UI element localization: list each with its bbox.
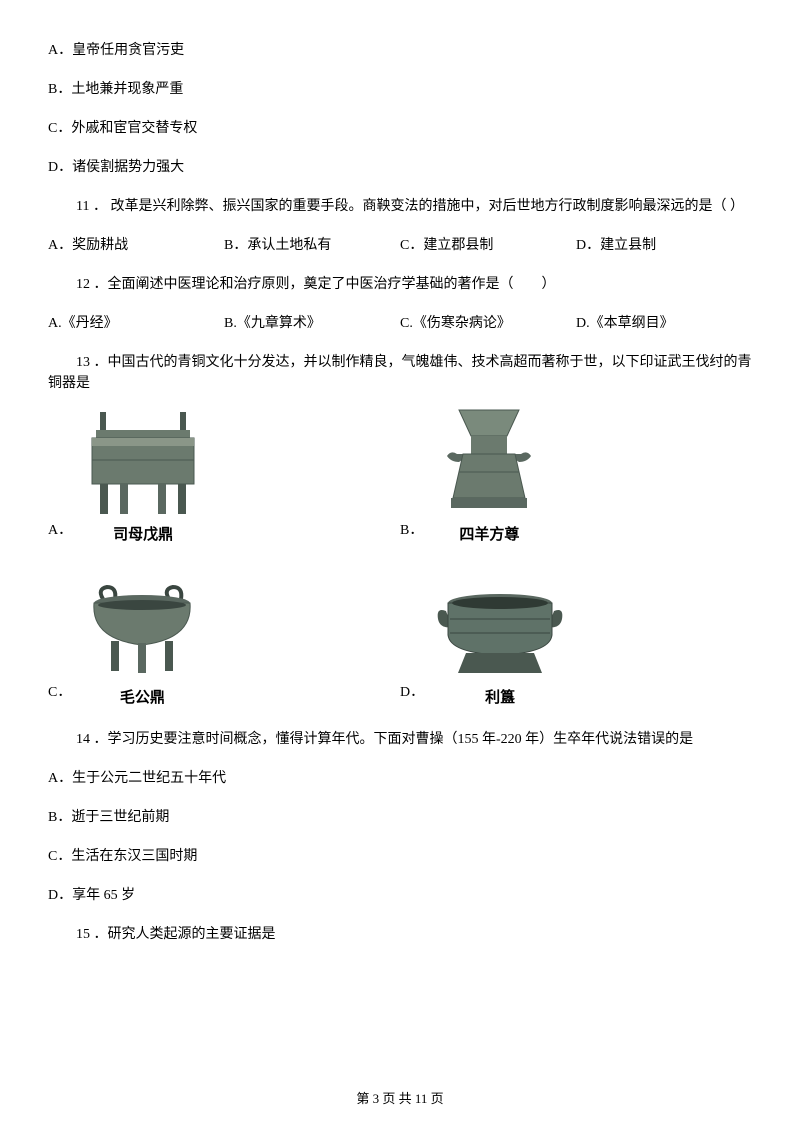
q10-option-a: A．皇帝任用贪官污吏 xyxy=(48,40,752,61)
q12-option-d: D.《本草纲目》 xyxy=(576,313,752,334)
q11-option-c: C．建立郡县制 xyxy=(400,235,576,256)
q11-option-d: D．建立县制 xyxy=(576,235,752,256)
q13-d-letter: D． xyxy=(400,682,424,709)
simuwuding-icon xyxy=(78,402,208,522)
q11-options: A．奖励耕战 B．承认土地私有 C．建立郡县制 D．建立县制 xyxy=(48,235,752,256)
q14-option-b: B．逝于三世纪前期 xyxy=(48,807,752,828)
q14-option-c: C．生活在东汉三国时期 xyxy=(48,846,752,867)
q15-text: 15 ．研究人类起源的主要证据是 xyxy=(48,924,752,945)
q13-c-letter: C． xyxy=(48,682,71,709)
ligui-icon xyxy=(430,575,570,685)
q13-row1: A． 司母戊鼎 B． xyxy=(48,402,752,547)
q13-b-caption: 四羊方尊 xyxy=(459,524,519,547)
q13-a-caption: 司母戊鼎 xyxy=(113,524,173,547)
maogongding-icon xyxy=(77,575,207,685)
page-footer: 第 3 页 共 11 页 xyxy=(0,1089,800,1109)
q12-options: A.《丹经》 B.《九章算术》 C.《伤寒杂病论》 D.《本草纲目》 xyxy=(48,313,752,334)
q13-a-letter: A． xyxy=(48,520,72,547)
siyangfangzun-icon xyxy=(429,402,549,522)
q12-option-b: B.《九章算术》 xyxy=(224,313,400,334)
q11-option-b: B．承认土地私有 xyxy=(224,235,400,256)
q13-d-caption: 利簋 xyxy=(485,687,515,710)
q13-c-caption: 毛公鼎 xyxy=(120,687,165,710)
q12-option-a: A.《丹经》 xyxy=(48,313,224,334)
q12-option-c: C.《伤寒杂病论》 xyxy=(400,313,576,334)
q13-row2: C． 毛公鼎 D． xyxy=(48,575,752,710)
q10-option-b: B．土地兼并现象严重 xyxy=(48,79,752,100)
q14-option-a: A．生于公元二世纪五十年代 xyxy=(48,768,752,789)
q10-option-d: D．诸侯割据势力强大 xyxy=(48,157,752,178)
q11-text: 11 ． 改革是兴利除弊、振兴国家的重要手段。商鞅变法的措施中，对后世地方行政制… xyxy=(48,196,752,217)
q14-option-d: D．享年 65 岁 xyxy=(48,885,752,906)
q13-b-letter: B． xyxy=(400,520,423,547)
q10-option-c: C．外戚和宦官交替专权 xyxy=(48,118,752,139)
q14-text: 14 ．学习历史要注意时间概念，懂得计算年代。下面对曹操（155 年-220 年… xyxy=(48,729,752,750)
q12-text: 12 ．全面阐述中医理论和治疗原则，奠定了中医治疗学基础的著作是（ ） xyxy=(48,274,752,295)
q13-text: 13 ．中国古代的青铜文化十分发达，并以制作精良，气魄雄伟、技术高超而著称于世，… xyxy=(48,352,752,394)
q11-option-a: A．奖励耕战 xyxy=(48,235,224,256)
